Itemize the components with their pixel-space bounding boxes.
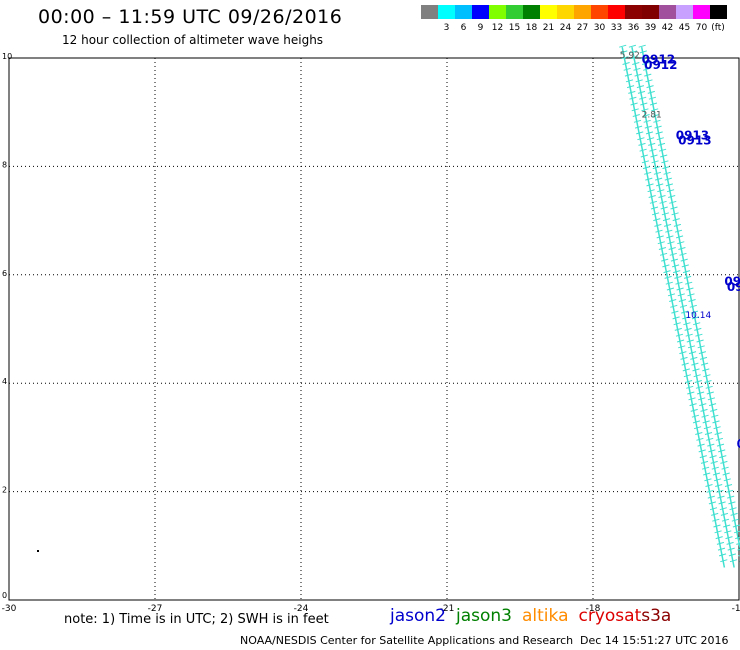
lat-tick-label: 2 bbox=[2, 486, 7, 495]
time-label: 0 bbox=[737, 437, 740, 451]
color-scale-label: 6 bbox=[461, 23, 467, 33]
color-scale-label: 33 bbox=[611, 23, 622, 33]
satellite-legend-s3a: s3a bbox=[641, 606, 672, 626]
color-scale-label: 45 bbox=[679, 23, 690, 33]
color-scale-label: 39 bbox=[645, 23, 657, 33]
satellite-legend: jason2 jason3 altika cryosats3a bbox=[390, 606, 671, 626]
color-scale-label: 42 bbox=[662, 23, 673, 33]
satellite-legend-cryosat: cryosat bbox=[578, 606, 642, 626]
swh-value-label: 5.92 bbox=[620, 51, 640, 61]
generated-timestamp: Dec 14 15:51:27 UTC 2016 bbox=[580, 634, 729, 647]
lat-tick-label: 10 bbox=[2, 52, 12, 61]
color-swatch bbox=[710, 5, 727, 19]
color-swatch bbox=[421, 5, 438, 19]
color-scale-unit: (ft) bbox=[711, 23, 725, 33]
color-swatch bbox=[523, 5, 540, 19]
color-swatch bbox=[540, 5, 557, 19]
color-swatch bbox=[472, 5, 489, 19]
lat-tick-label: 4 bbox=[2, 377, 7, 386]
track-value-marks bbox=[619, 44, 728, 563]
data-point-mark bbox=[37, 550, 39, 552]
color-swatch bbox=[591, 5, 608, 19]
color-swatch bbox=[608, 5, 625, 19]
track-value-marks bbox=[628, 44, 738, 563]
swh-value-label: 2.81 bbox=[642, 111, 662, 121]
lon-tick-label: -27 bbox=[148, 604, 163, 614]
color-scale-label: 9 bbox=[478, 23, 484, 33]
map-frame bbox=[8, 57, 740, 601]
lat-tick-label: 8 bbox=[2, 160, 7, 169]
time-label: 0913 bbox=[678, 134, 711, 148]
lon-tick-label: -15 bbox=[732, 604, 740, 614]
color-scale-label: 3 bbox=[444, 23, 450, 33]
lat-tick-label: 0 bbox=[2, 591, 7, 600]
page-title: 00:00 – 11:59 UTC 09/26/2016 bbox=[38, 6, 343, 28]
color-swatch bbox=[574, 5, 591, 19]
time-label: 0912 bbox=[642, 52, 675, 66]
lon-tick-label: -21 bbox=[440, 604, 455, 614]
satellite-legend-altika: altika bbox=[522, 606, 569, 626]
color-swatch bbox=[506, 5, 523, 19]
color-scale-label: 18 bbox=[526, 23, 538, 33]
color-scale-label: 24 bbox=[560, 23, 572, 33]
color-swatch bbox=[455, 5, 472, 19]
color-scale-label: 12 bbox=[492, 23, 503, 33]
color-swatch bbox=[693, 5, 710, 19]
color-swatch bbox=[625, 5, 642, 19]
lon-tick-label: -24 bbox=[294, 604, 309, 614]
satellite-track bbox=[631, 47, 735, 568]
color-scale-label: 27 bbox=[577, 23, 588, 33]
satellite-legend-jason3: jason3 bbox=[456, 606, 512, 626]
color-swatch bbox=[438, 5, 455, 19]
time-label: 0912 bbox=[644, 58, 677, 72]
track-value-marks bbox=[638, 44, 740, 563]
color-scale-label: 30 bbox=[594, 23, 606, 33]
color-swatch bbox=[557, 5, 574, 19]
time-label: 0914 bbox=[727, 280, 740, 294]
color-scale-label: 36 bbox=[628, 23, 640, 33]
satellite-legend-jason2: jason2 bbox=[390, 606, 446, 626]
color-swatch bbox=[676, 5, 693, 19]
time-label: 0914 bbox=[724, 275, 740, 289]
color-scale-legend: 3 6 9 12 15 18 21 24 27 30 33 36 39 42 45 70 (ft) bbox=[421, 5, 727, 33]
color-swatch bbox=[659, 5, 676, 19]
credit-text: NOAA/NESDIS Center for Satellite Applica… bbox=[240, 634, 574, 647]
lon-tick-label: -18 bbox=[586, 604, 601, 614]
color-swatch bbox=[489, 5, 506, 19]
lat-tick-label: 6 bbox=[2, 269, 7, 278]
color-scale-label: 21 bbox=[543, 23, 554, 33]
lon-tick-label: -30 bbox=[2, 604, 17, 614]
satellite-track bbox=[640, 47, 740, 552]
color-scale-label: 15 bbox=[509, 23, 520, 33]
color-swatch bbox=[642, 5, 659, 19]
swh-value-label: 10.14 bbox=[685, 311, 711, 321]
color-scale-label: 70 bbox=[696, 23, 708, 33]
satellite-track bbox=[621, 47, 726, 568]
units-note: note: 1) Time is in UTC; 2) SWH is in fe… bbox=[64, 612, 329, 627]
page-subtitle: 12 hour collection of altimeter wave hei… bbox=[62, 33, 324, 47]
time-label: 0913 bbox=[676, 128, 709, 142]
